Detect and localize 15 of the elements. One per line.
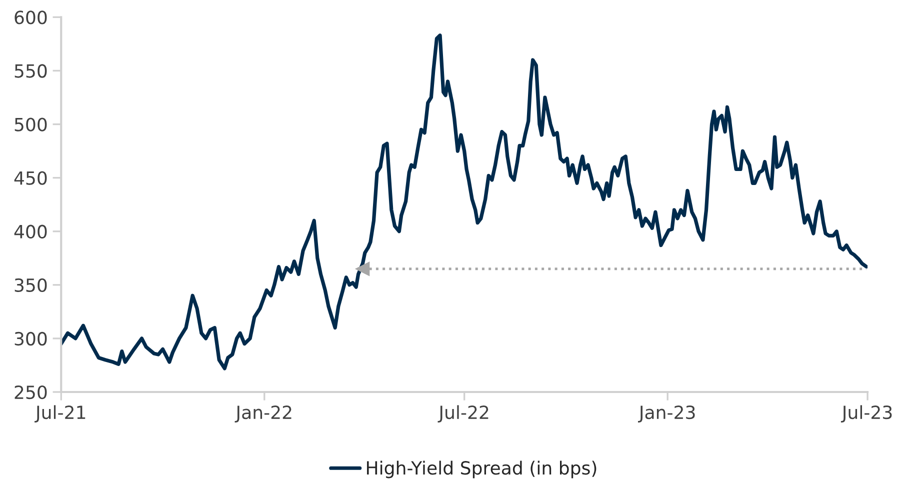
x-tick-label: Jan-22 [234,406,292,423]
line-series [61,34,868,370]
y-tick-label: 450 [14,171,47,185]
x-tick-label: Jul-21 [34,405,86,423]
y-tick-label: 400 [14,224,47,238]
y-tick-label: 600 [14,10,47,24]
y-tick-label: 550 [14,64,47,78]
x-tick-label: Jan-23 [638,406,695,423]
y-tick-label: 250 [14,385,47,400]
legend-label: High-Yield Spread (in bps) [367,460,596,478]
x-tick-label: Jul-22 [438,405,488,423]
x-tick-label: Jul-23 [840,405,892,423]
y-tick-label: 350 [14,278,47,292]
y-tick-label: 300 [14,332,47,346]
y-tick-label: 500 [14,118,47,132]
